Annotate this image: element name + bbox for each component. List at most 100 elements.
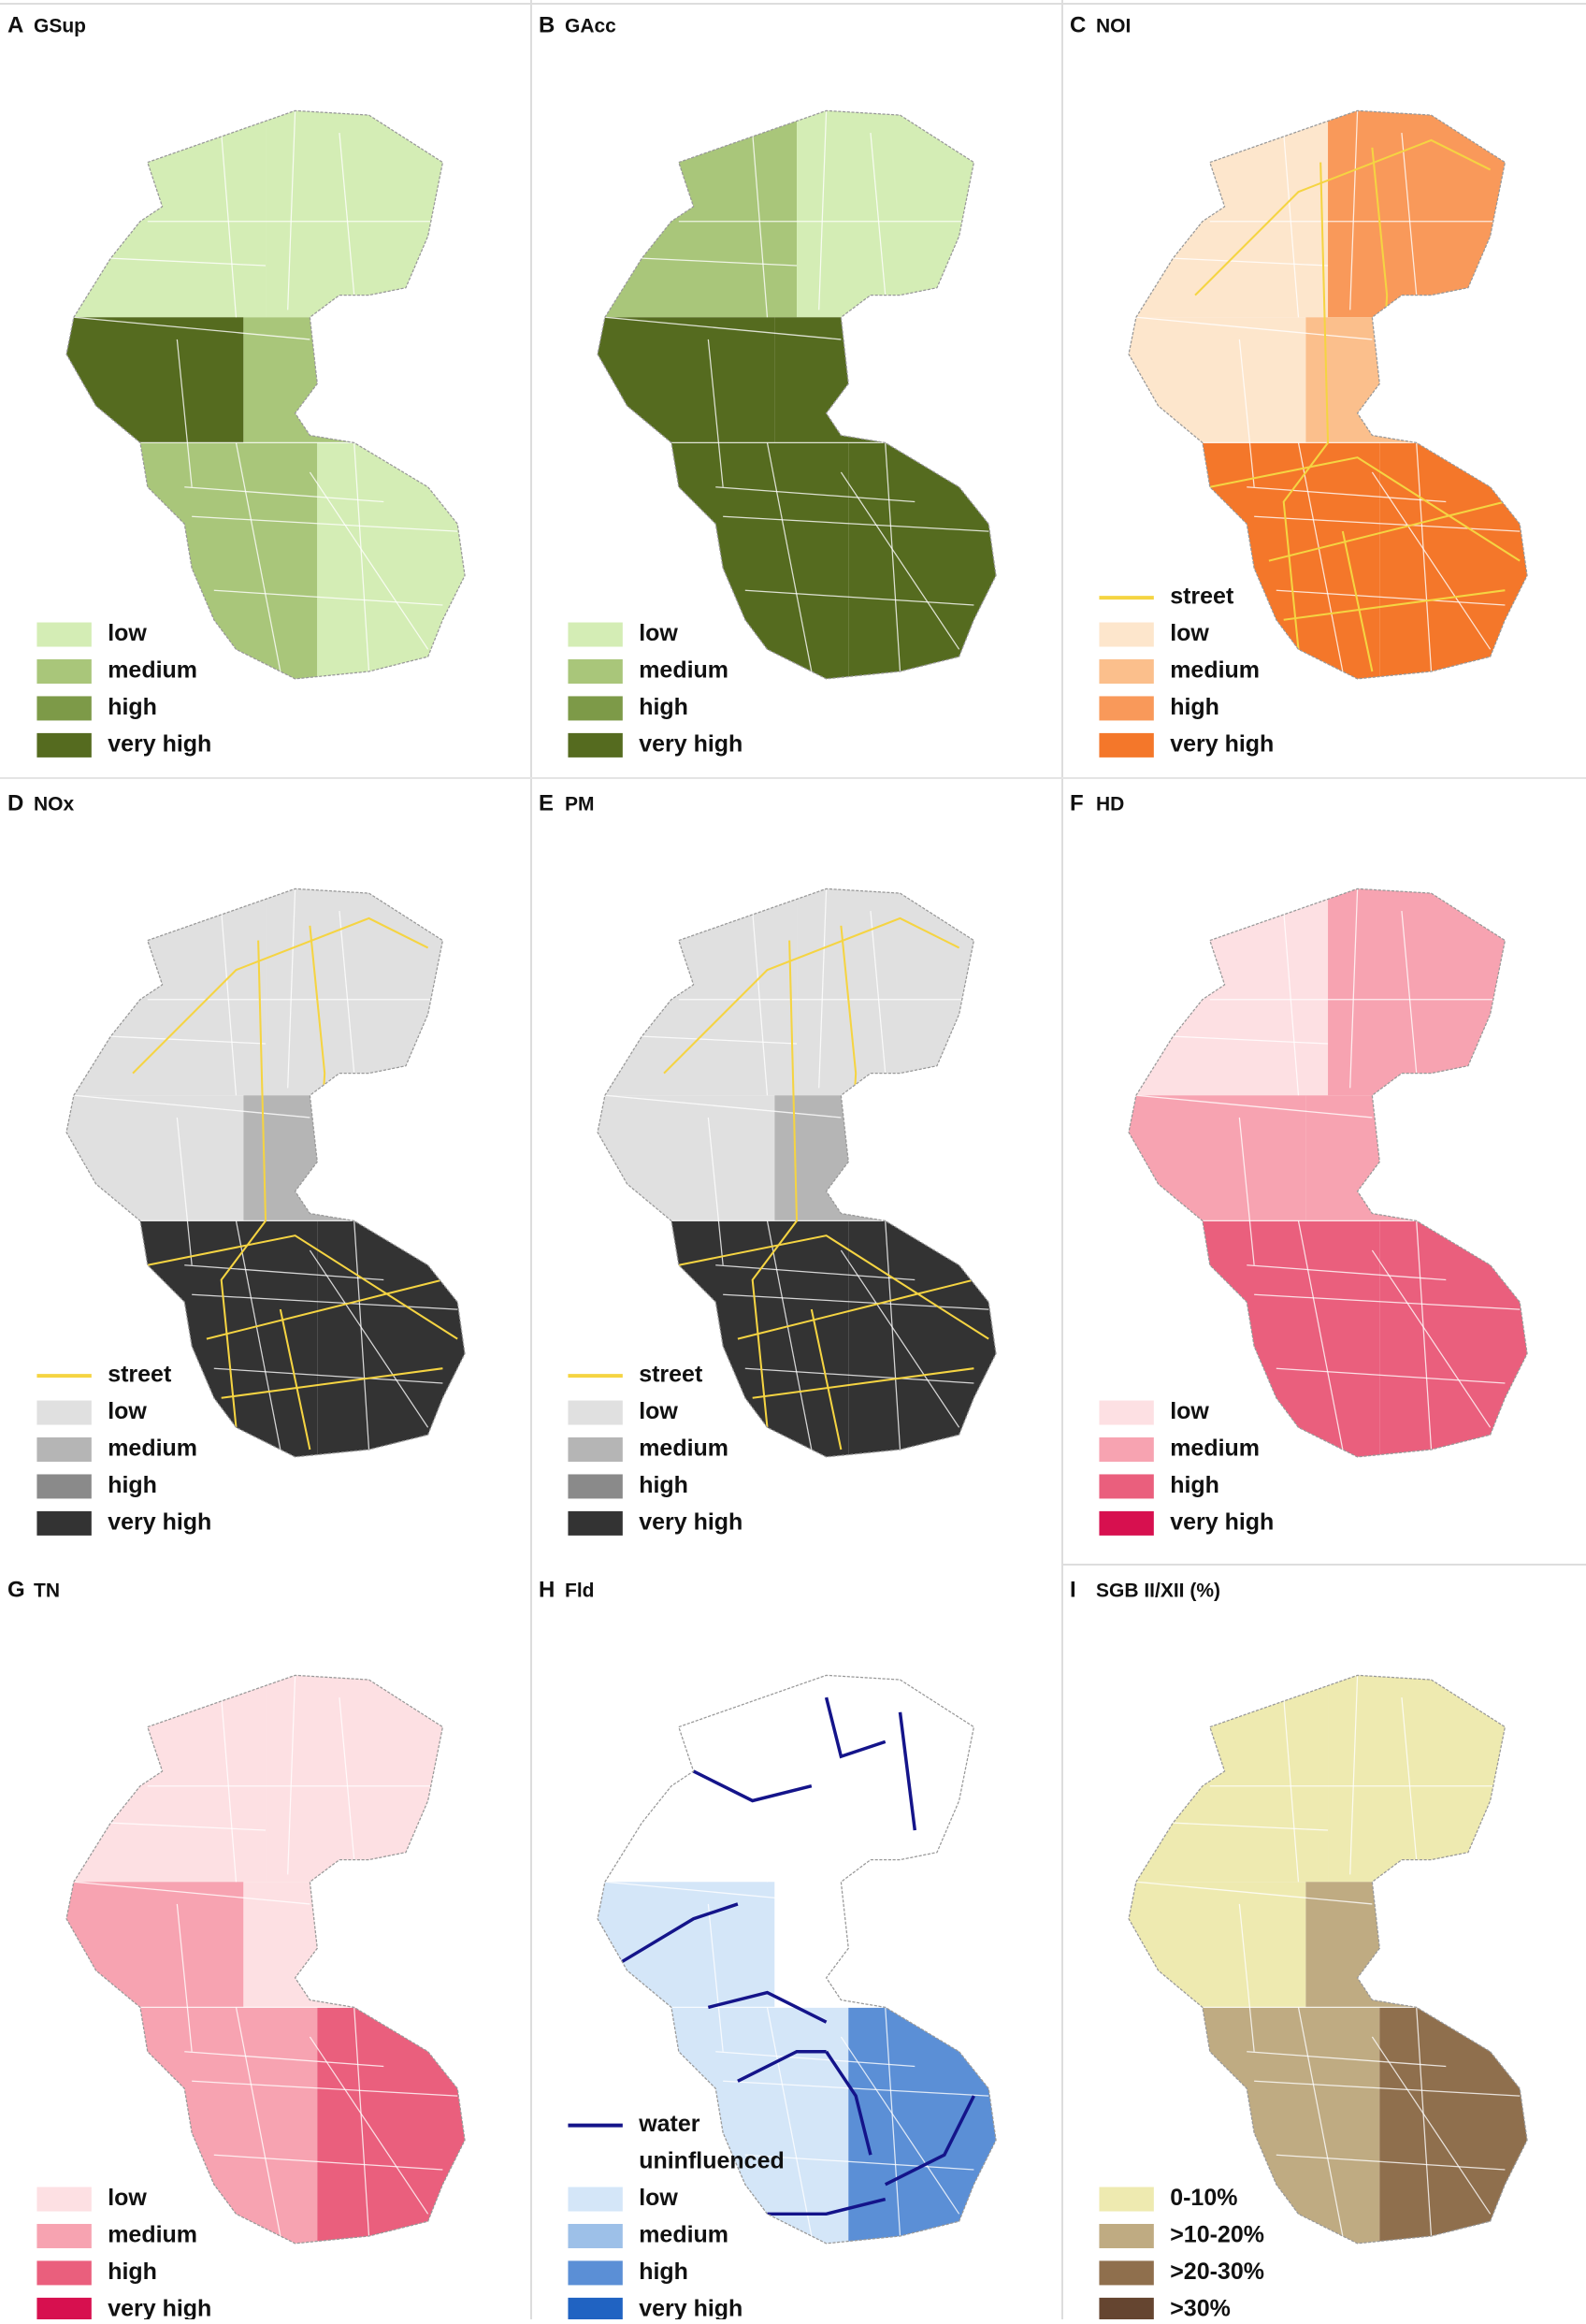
- map-region: [243, 1882, 466, 2008]
- legend-label: very high: [1170, 1508, 1274, 1535]
- legend-swatch: [568, 2297, 623, 2322]
- district-border: [642, 1822, 798, 1831]
- district-border: [840, 471, 960, 650]
- district-border: [1416, 442, 1433, 672]
- legend-label: low: [1170, 620, 1209, 646]
- map-region: [1129, 888, 1329, 1096]
- district-border: [1254, 2080, 1521, 2097]
- district-border: [642, 1035, 798, 1045]
- map-outline: [597, 109, 997, 680]
- legend-swatch: [568, 1400, 623, 1425]
- district-border: [1173, 257, 1329, 267]
- water-line: [767, 2197, 887, 2216]
- legend-label: low: [108, 1398, 147, 1424]
- district-border: [309, 1249, 429, 1428]
- map-region: [1129, 110, 1329, 318]
- panel-title: NOx: [34, 794, 75, 816]
- water-line: [737, 2050, 827, 2083]
- legend-swatch: [36, 1400, 92, 1425]
- legend-swatch: [1099, 732, 1154, 758]
- district-border: [213, 589, 443, 606]
- map-region: [66, 888, 267, 1096]
- district-border: [818, 110, 828, 310]
- district-border: [235, 442, 281, 672]
- legend-label: low: [1170, 1398, 1209, 1424]
- legend-swatch: [36, 1436, 92, 1462]
- panel-letter: F: [1070, 790, 1084, 816]
- map-panel: A GSup low medium high very high: [7, 12, 466, 758]
- panel-title: Fld: [565, 1581, 595, 1602]
- legend-label: high: [108, 694, 157, 720]
- district-border: [1401, 132, 1418, 296]
- legend-swatch: [36, 2187, 92, 2212]
- map-region: [598, 317, 775, 443]
- district-border: [1276, 589, 1506, 606]
- district-border: [840, 1249, 960, 1428]
- district-border: [353, 2007, 370, 2237]
- legend-swatch: [568, 1436, 623, 1462]
- district-border: [287, 110, 296, 310]
- map-region: [1129, 1220, 1380, 1457]
- legend-label: very high: [639, 2295, 743, 2319]
- map-region: [1129, 1675, 1329, 1883]
- map-panel: I SGB II/XII (%) 0-10% >10-20% >20-30% >30%: [1070, 1577, 1528, 2322]
- district-border: [1247, 486, 1447, 503]
- legend-swatch: [1099, 1436, 1154, 1462]
- district-border: [707, 1117, 724, 1265]
- map-region: [774, 1882, 997, 2008]
- water-line: [825, 2050, 872, 2156]
- map-outline: [597, 1674, 997, 2245]
- map-region: [66, 110, 267, 318]
- street-line: [147, 1234, 458, 1340]
- district-border: [1276, 1367, 1506, 1384]
- legend-swatch: [568, 2150, 623, 2175]
- map-panel: E PM street low medium high very high: [539, 790, 997, 1536]
- panel-letter: C: [1070, 12, 1086, 37]
- map-panel: F HD low medium high very high: [1070, 790, 1528, 1536]
- map-region: [317, 1220, 466, 1457]
- map-region: [797, 110, 997, 318]
- legend-label: high: [639, 1472, 688, 1498]
- district-border: [604, 316, 842, 340]
- map-region: [1379, 442, 1528, 679]
- legend-swatch: [36, 1510, 92, 1536]
- legend-label: high: [108, 2259, 157, 2285]
- map-region: [1328, 110, 1528, 318]
- legend-label: medium: [639, 1436, 728, 1462]
- district-border: [885, 442, 901, 672]
- map-region: [243, 317, 466, 443]
- map-region: [66, 1882, 244, 2008]
- street-line: [1268, 500, 1506, 562]
- district-border: [1135, 1881, 1373, 1905]
- map-region: [317, 2007, 466, 2244]
- panel-title: NOI: [1096, 16, 1131, 37]
- map-outline: [597, 888, 997, 1458]
- district-border: [1416, 1220, 1433, 1451]
- district-border: [235, 1220, 281, 1451]
- district-border: [766, 1220, 813, 1451]
- legend-swatch: [36, 1474, 92, 1499]
- panel-letter: H: [539, 1577, 555, 1602]
- legend-swatch: [36, 2297, 92, 2322]
- district-border: [1247, 1264, 1447, 1281]
- legend-label: medium: [108, 1436, 197, 1462]
- district-border: [184, 486, 384, 503]
- district-border: [110, 1822, 267, 1831]
- map-outline: [1128, 109, 1528, 680]
- legend-swatch: [1099, 2297, 1154, 2322]
- map-region: [266, 888, 466, 1096]
- panel-title: TN: [34, 1581, 60, 1602]
- district-border: [110, 1035, 267, 1045]
- district-border: [176, 339, 193, 487]
- district-border: [752, 1696, 769, 1883]
- legend-label: street: [108, 1362, 172, 1388]
- legend-label: >10-20%: [1170, 2222, 1264, 2248]
- legend-label: low: [108, 620, 147, 646]
- map-panel: H Fld water uninfluenced low medium high very h…: [539, 1577, 997, 2322]
- legend-swatch: [1099, 622, 1154, 647]
- district-border: [1371, 471, 1492, 650]
- map-outline: [1128, 1674, 1528, 2245]
- legend-label: low: [108, 2185, 147, 2211]
- district-border: [715, 1264, 916, 1281]
- legend-swatch: [1099, 1510, 1154, 1536]
